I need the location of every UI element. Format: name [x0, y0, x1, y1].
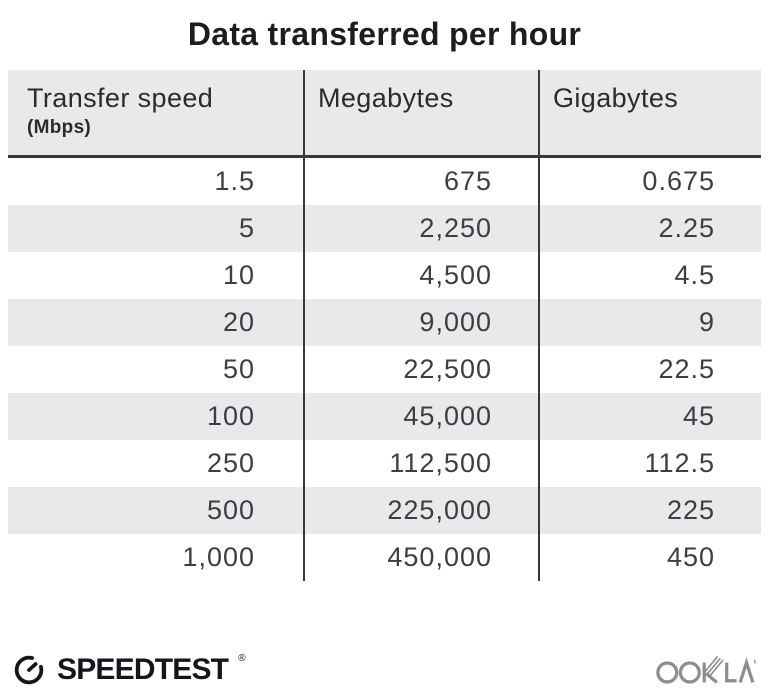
column-header-label: Megabytes [318, 83, 454, 113]
table-cell: 250 [206, 448, 255, 478]
table-cell: 45 [538, 393, 761, 440]
table-row: 100 45,000 45 [8, 393, 761, 440]
table-row: 1.5 675 0.675 [8, 158, 761, 205]
table-row: 10 4,500 4.5 [8, 252, 761, 299]
table-cell: 225,000 [303, 487, 538, 534]
table-cell: 4.5 [538, 252, 761, 299]
table-cell: 50 [222, 354, 255, 384]
gauge-icon [14, 655, 44, 685]
table-cell: 675 [303, 158, 538, 205]
table-cell: 2.25 [538, 205, 761, 252]
table-cell: 225 [538, 487, 761, 534]
table-cell: 112.5 [538, 440, 761, 487]
table-cell: 22.5 [538, 346, 761, 393]
table-cell: 100 [206, 401, 255, 431]
table-cell: 1,000 [182, 542, 255, 572]
table-cell: 45,000 [303, 393, 538, 440]
column-header-label: Transfer speed [27, 83, 214, 113]
page-title: Data transferred per hour [187, 16, 582, 52]
table-cell: 5 [238, 213, 255, 243]
table-row: 20 9,000 9 [8, 299, 761, 346]
speedtest-wordmark: SPEEDTEST [57, 653, 229, 686]
column-header-transfer-speed: Transfer speed (Mbps) [8, 70, 303, 155]
ookla-wordmark [656, 655, 756, 684]
table-cell: 20 [222, 307, 255, 337]
table-cell: 2,250 [303, 205, 538, 252]
table-row: 500 225,000 225 [8, 487, 761, 534]
table-row: 250 112,500 112.5 [8, 440, 761, 487]
registered-mark: ® [238, 653, 246, 664]
table-cell: 4,500 [303, 252, 538, 299]
speedtest-logo: SPEEDTEST ® [10, 651, 246, 689]
footer: SPEEDTEST ® OOKLA [10, 650, 757, 690]
column-header-label: Gigabytes [553, 83, 679, 113]
table-cell: 0.675 [538, 158, 761, 205]
table-row: 50 22,500 22.5 [8, 346, 761, 393]
ookla-logo: OOKLA [655, 650, 757, 691]
table-row: 5 2,250 2.25 [8, 205, 761, 252]
table-body: 1.5 675 0.675 5 2,250 2.25 10 4,500 4.5 20 9,000 9 5… [8, 158, 761, 581]
table-cell: 9 [538, 299, 761, 346]
column-header-megabytes: Megabytes [303, 70, 538, 155]
table-cell: 9,000 [303, 299, 538, 346]
column-header-unit: (Mbps) [27, 117, 92, 138]
table-cell: 112,500 [303, 440, 538, 487]
table-cell: 450 [538, 534, 761, 581]
table-cell: 10 [222, 260, 255, 290]
table-cell: 500 [206, 495, 255, 525]
table-cell: 450,000 [303, 534, 538, 581]
data-table: Transfer speed (Mbps) Megabytes Gigabyte… [8, 70, 761, 581]
table-row: 1,000 450,000 450 [8, 534, 761, 581]
table-cell: 1.5 [214, 166, 255, 196]
column-header-gigabytes: Gigabytes [538, 70, 761, 155]
table-header-row: Transfer speed (Mbps) Megabytes Gigabyte… [8, 70, 761, 158]
table-cell: 22,500 [303, 346, 538, 393]
